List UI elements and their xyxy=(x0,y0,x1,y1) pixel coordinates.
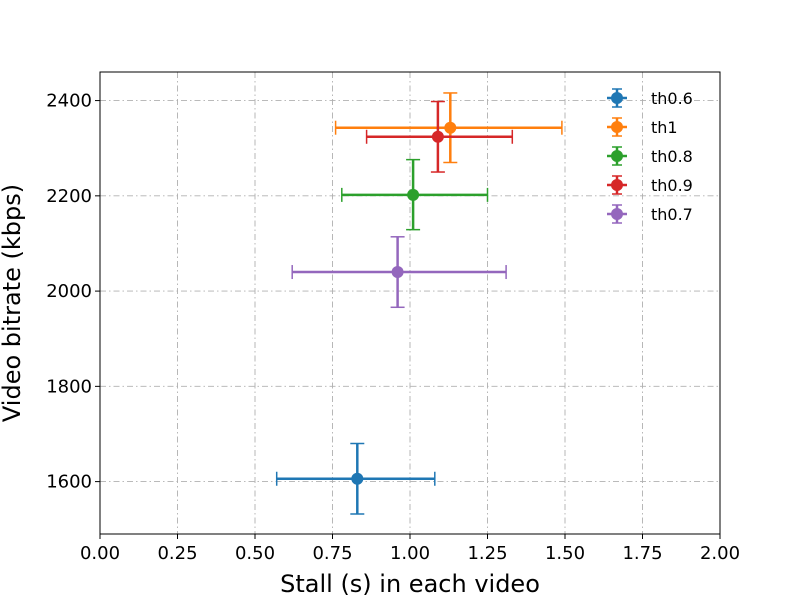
series-th0.8 xyxy=(341,158,489,231)
legend-marker xyxy=(611,179,623,191)
y-tick-label: 1600 xyxy=(46,472,92,493)
series-th0.7 xyxy=(291,236,507,309)
legend-marker xyxy=(611,150,623,162)
series-th0.9 xyxy=(365,100,514,173)
legend-entry: th0.7 xyxy=(607,204,693,224)
legend-entry: th0.6 xyxy=(607,88,693,108)
data-point xyxy=(391,266,404,279)
x-tick-label: 0.50 xyxy=(235,543,275,564)
legend-marker xyxy=(611,92,623,104)
y-tick-label: 2200 xyxy=(46,186,92,207)
legend-entry: th0.9 xyxy=(607,175,693,195)
y-tick-label: 1800 xyxy=(46,376,92,397)
data-point xyxy=(351,472,364,485)
x-tick-label: 1.00 xyxy=(390,543,430,564)
legend-marker xyxy=(611,121,623,133)
grid xyxy=(99,72,721,534)
x-tick-label: 0.00 xyxy=(80,543,120,564)
legend: th0.6 th1 th0.8 th0.9 th0.7 xyxy=(607,88,693,224)
data-layer xyxy=(275,92,563,515)
data-point xyxy=(431,130,444,143)
y-axis: 1600 1800 2000 2200 2400 xyxy=(46,91,100,493)
x-tick-label: 1.25 xyxy=(467,543,507,564)
legend-label: th1 xyxy=(651,118,678,137)
x-tick-label: 1.50 xyxy=(545,543,585,564)
data-point xyxy=(407,188,420,201)
data-point xyxy=(444,121,457,134)
x-tick-label: 0.25 xyxy=(157,543,197,564)
series-th0.6 xyxy=(275,442,436,515)
x-tick-label: 0.75 xyxy=(312,543,352,564)
legend-label: th0.9 xyxy=(651,176,693,195)
legend-label: th0.7 xyxy=(651,205,693,224)
legend-label: th0.6 xyxy=(651,89,693,108)
legend-entry: th1 xyxy=(607,117,678,137)
y-tick-label: 2000 xyxy=(46,281,92,302)
x-axis-title: Stall (s) in each video xyxy=(280,570,540,598)
legend-marker xyxy=(611,208,623,220)
x-axis: 0.00 0.25 0.50 0.75 1.00 1.25 1.50 1.75 2.00 xyxy=(80,534,740,564)
x-tick-label: 1.75 xyxy=(622,543,662,564)
legend-entry: th0.8 xyxy=(607,146,693,166)
y-tick-label: 2400 xyxy=(46,91,92,112)
series-th1 xyxy=(334,92,563,164)
y-axis-title: Video bitrate (kbps) xyxy=(0,184,26,422)
x-tick-label: 2.00 xyxy=(700,543,740,564)
legend-label: th0.8 xyxy=(651,147,693,166)
